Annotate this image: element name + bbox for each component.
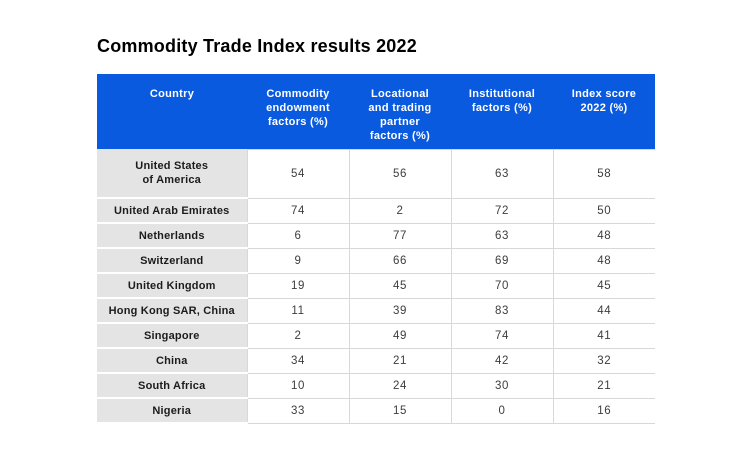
value-cell: 9 [246, 247, 349, 274]
column-header-country: Country [97, 74, 247, 149]
country-cell: Switzerland [97, 248, 247, 274]
value-cell: 63 [450, 148, 553, 199]
figure-title: Commodity Trade Index results 2022 [97, 36, 417, 56]
country-cell: Hong Kong SAR, China [97, 298, 247, 324]
value-cell: 2 [348, 197, 451, 224]
value-cell: 69 [450, 247, 553, 274]
country-cell: United States of America [97, 149, 247, 199]
value-cell: 44 [552, 297, 655, 324]
table-header: Country Commodity endowment factors (%) … [97, 74, 655, 149]
value-cell: 21 [348, 347, 451, 374]
table-row: Netherlands 6 77 63 48 [97, 222, 655, 249]
value-cell: 48 [552, 247, 655, 274]
value-cell: 41 [552, 322, 655, 349]
value-cell: 63 [450, 222, 553, 249]
table-row: Hong Kong SAR, China 11 39 83 44 [97, 297, 655, 324]
value-cell: 19 [246, 272, 349, 299]
value-cell: 77 [348, 222, 451, 249]
value-cell: 24 [348, 372, 451, 399]
column-header-institutional-factors: Institutional factors (%) [451, 74, 553, 149]
table-row: United Arab Emirates 74 2 72 50 [97, 197, 655, 224]
table-row: South Africa 10 24 30 21 [97, 372, 655, 399]
country-cell: China [97, 348, 247, 374]
value-cell: 72 [450, 197, 553, 224]
value-cell: 15 [348, 397, 451, 424]
column-header-commodity-endowment-factors: Commodity endowment factors (%) [247, 74, 349, 149]
value-cell: 11 [246, 297, 349, 324]
value-cell: 58 [552, 148, 655, 199]
value-cell: 45 [552, 272, 655, 299]
value-cell: 32 [552, 347, 655, 374]
value-cell: 0 [450, 397, 553, 424]
country-cell: Nigeria [97, 398, 247, 424]
table-row: Nigeria 33 15 0 16 [97, 397, 655, 424]
value-cell: 6 [246, 222, 349, 249]
value-cell: 74 [450, 322, 553, 349]
commodity-trade-index-table: Country Commodity endowment factors (%) … [97, 74, 655, 424]
value-cell: 70 [450, 272, 553, 299]
value-cell: 66 [348, 247, 451, 274]
value-cell: 74 [246, 197, 349, 224]
value-cell: 56 [348, 148, 451, 199]
value-cell: 16 [552, 397, 655, 424]
country-cell: Singapore [97, 323, 247, 349]
value-cell: 48 [552, 222, 655, 249]
value-cell: 21 [552, 372, 655, 399]
country-cell: Netherlands [97, 223, 247, 249]
country-cell: South Africa [97, 373, 247, 399]
country-cell: United Arab Emirates [97, 198, 247, 224]
table-row: China 34 21 42 32 [97, 347, 655, 374]
value-cell: 83 [450, 297, 553, 324]
table-row: United States of America 54 56 63 58 [97, 148, 655, 199]
table-row: Switzerland 9 66 69 48 [97, 247, 655, 274]
value-cell: 2 [246, 322, 349, 349]
table-row: Singapore 2 49 74 41 [97, 322, 655, 349]
value-cell: 54 [246, 148, 349, 199]
value-cell: 10 [246, 372, 349, 399]
column-header-index-score-2022: Index score 2022 (%) [553, 74, 655, 149]
table-body: United States of America 54 56 63 58 United A… [97, 148, 655, 424]
figure: Commodity Trade Index results 2022 Count… [97, 36, 655, 424]
value-cell: 30 [450, 372, 553, 399]
value-cell: 45 [348, 272, 451, 299]
value-cell: 42 [450, 347, 553, 374]
header-row: Country Commodity endowment factors (%) … [97, 74, 655, 149]
column-header-locational-trading-partner-factors: Locational and trading partner factors (… [349, 74, 451, 149]
value-cell: 39 [348, 297, 451, 324]
country-cell: United Kingdom [97, 273, 247, 299]
table-row: United Kingdom 19 45 70 45 [97, 272, 655, 299]
value-cell: 33 [246, 397, 349, 424]
value-cell: 50 [552, 197, 655, 224]
value-cell: 34 [246, 347, 349, 374]
value-cell: 49 [348, 322, 451, 349]
